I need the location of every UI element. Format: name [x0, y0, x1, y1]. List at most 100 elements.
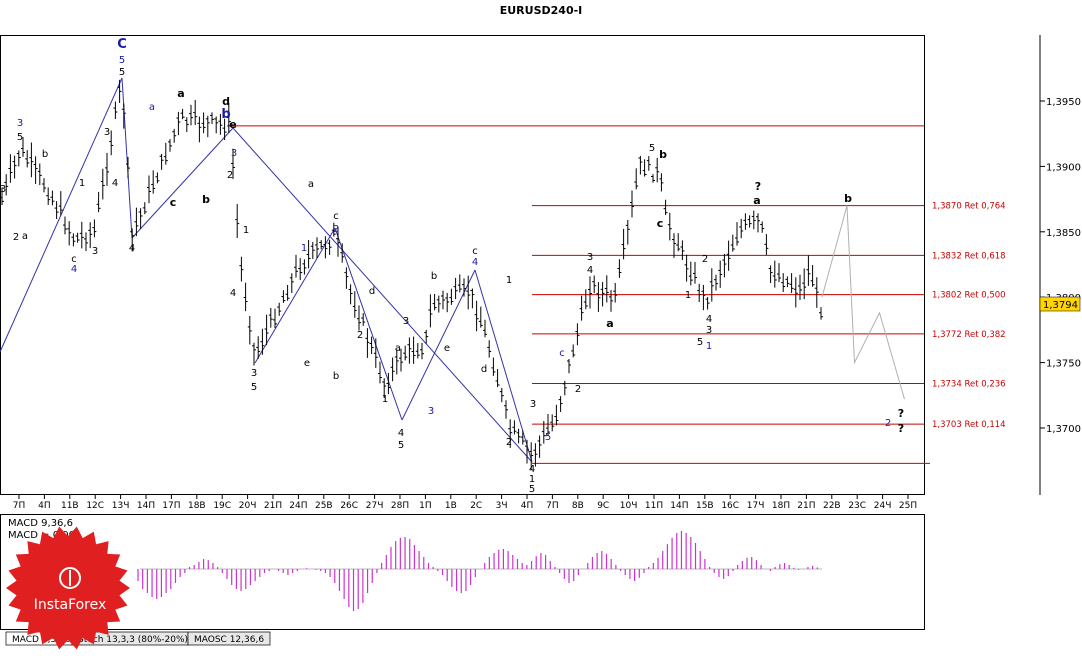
- date-tick-label: 7П: [546, 501, 559, 511]
- indicator-panel-frame: [0, 514, 925, 630]
- wave-label: ?: [898, 407, 904, 420]
- date-tick-label: 25В: [315, 501, 333, 511]
- wave-label: 3: [0, 184, 6, 195]
- date-tick-label: 13Ч: [112, 501, 130, 511]
- date-tick-label: 12С: [86, 501, 104, 511]
- wave-label: 5: [119, 67, 125, 78]
- macd-value-label: MACD = 0,00: [8, 530, 75, 541]
- date-tick-label: 1В: [445, 501, 457, 511]
- wave-label: c: [559, 348, 565, 359]
- wave-label: a: [177, 87, 184, 100]
- price-tick-label: 1,3900: [1046, 162, 1081, 173]
- current-price-marker: 1,3794: [1039, 296, 1081, 312]
- wave-label: 2: [885, 418, 891, 429]
- wave-label: 4: [129, 243, 135, 254]
- wave-label: c: [333, 211, 339, 222]
- wave-label: 2: [357, 330, 363, 341]
- wave-label: b: [659, 148, 667, 161]
- date-tick-label: 26С: [340, 501, 358, 511]
- date-tick-label: 18П: [772, 501, 790, 511]
- wave-label: 5: [17, 132, 23, 143]
- wave-label: 3: [92, 246, 98, 257]
- wave-label: 4: [398, 428, 404, 439]
- wave-trend-line: [254, 227, 336, 364]
- tab-maosc-label: MAOSC 12,36,6: [194, 635, 264, 645]
- date-tick-label: 22В: [823, 501, 841, 511]
- tab-maosc[interactable]: [187, 631, 271, 646]
- date-tick-label: 16С: [721, 501, 739, 511]
- macd-indicator-name: MACD 9,36,6: [8, 518, 73, 529]
- instaforex-logo: InstaForex: [6, 526, 130, 650]
- wave-label: d: [369, 286, 375, 297]
- wave-label: 5: [545, 432, 551, 443]
- fib-level-label: 1,3734 Ret 0,236: [932, 380, 1006, 390]
- wave-label: C: [117, 37, 127, 52]
- wave-label: b: [202, 193, 210, 206]
- date-tick-label: 10Ч: [620, 501, 638, 511]
- current-price-label: 1,3794: [1043, 300, 1078, 311]
- wave-label: 3: [251, 368, 257, 379]
- wave-label: 1: [79, 178, 85, 189]
- wave-label: 3: [428, 406, 434, 417]
- wave-trend-line: [401, 269, 476, 421]
- date-tick-label: 17Ч: [747, 501, 765, 511]
- wave-label: 4: [472, 257, 478, 268]
- date-tick-label: 18В: [188, 501, 206, 511]
- date-tick-label: 20Ч: [239, 501, 257, 511]
- price-tick-label: 1,3700: [1046, 424, 1081, 435]
- current-price-box: [1039, 296, 1081, 312]
- date-tick-label: 7П: [13, 501, 26, 511]
- wave-label: 1: [243, 225, 249, 236]
- wave-label: a: [308, 179, 314, 190]
- wave-label: 3: [17, 118, 23, 129]
- wave-label: a: [22, 231, 28, 242]
- wave-trend-line: [232, 127, 533, 463]
- wave-label: b: [844, 192, 852, 205]
- wave-label: 5: [251, 382, 257, 393]
- wave-label: b: [333, 371, 339, 382]
- wave-label: 5: [398, 440, 404, 451]
- wave-trend-line: [474, 269, 533, 463]
- wave-label: 2: [13, 232, 19, 243]
- date-tick-label: 14П: [137, 501, 155, 511]
- wave-label: 2: [506, 437, 512, 448]
- wave-label: 2: [227, 170, 233, 181]
- wave-label: 2: [333, 224, 339, 235]
- wave-label: e: [304, 358, 310, 369]
- wave-label: 1: [301, 243, 307, 254]
- wave-label: d: [222, 95, 230, 108]
- wave-label: 4: [71, 264, 77, 275]
- date-tick-label: 11В: [61, 501, 79, 511]
- wave-label: e: [444, 343, 450, 354]
- price-tick-label: 1,3750: [1046, 359, 1081, 370]
- fib-level-label: 1,3772 Ret 0,382: [932, 330, 1006, 340]
- date-tick-label: 19С: [213, 501, 231, 511]
- date-tick-label: 15В: [696, 501, 714, 511]
- date-tick-label: 21П: [797, 501, 815, 511]
- wave-label: ?: [755, 180, 761, 193]
- price-panel-frame: [0, 35, 925, 495]
- date-tick-label: 24П: [289, 501, 307, 511]
- fib-level-label: 1,3703 Ret 0,114: [932, 420, 1006, 430]
- wave-label: 3: [706, 325, 712, 336]
- wave-label: 4: [529, 464, 535, 475]
- logo-emblem-icon: [59, 567, 81, 589]
- date-tick-label: 4П: [38, 501, 51, 511]
- fib-level-label: 1,3802 Ret 0,500: [932, 291, 1006, 301]
- wave-label: 5: [529, 484, 535, 495]
- wave-label: 4: [230, 288, 236, 299]
- wave-label: 4: [112, 178, 118, 189]
- tab-macd-label: MACD 9,36,6: [12, 635, 71, 645]
- wave-label: b: [221, 107, 230, 122]
- date-tick-label: 14П: [670, 501, 688, 511]
- wave-label: 5: [697, 337, 703, 348]
- wave-label: 5: [649, 143, 655, 154]
- wave-label: 1: [506, 275, 512, 286]
- forecast-path-line: [821, 205, 905, 400]
- date-tick-label: 8В: [572, 501, 584, 511]
- wave-label: e: [229, 118, 236, 131]
- wave-label: 3: [587, 252, 593, 263]
- date-tick-label: 28П: [391, 501, 409, 511]
- date-tick-label: 4П: [521, 501, 534, 511]
